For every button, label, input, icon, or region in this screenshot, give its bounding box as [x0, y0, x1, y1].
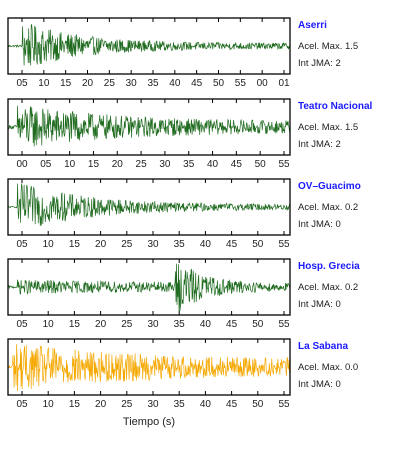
- panel-frame-3: [7, 178, 291, 236]
- tick-label: 05: [16, 399, 28, 410]
- tick-label: 00: [257, 78, 269, 89]
- tick-label: 15: [69, 319, 81, 330]
- tick-label: 45: [226, 399, 238, 410]
- tick-label: 25: [121, 239, 133, 250]
- tick-label: 30: [159, 159, 171, 170]
- tick-label: 40: [200, 239, 212, 250]
- panel-frame-1: [7, 17, 291, 75]
- trace-line-4: [7, 263, 291, 312]
- panel-frame-4: [7, 258, 291, 316]
- panel-frame-5: [7, 338, 291, 396]
- tick-label: 55: [278, 319, 290, 330]
- tick-label: 45: [191, 78, 203, 89]
- tick-label: 20: [95, 399, 107, 410]
- tick-label: 30: [126, 78, 138, 89]
- tick-label: 20: [95, 319, 107, 330]
- station-name: Teatro Nacional: [298, 101, 373, 112]
- tick-label: 15: [88, 159, 100, 170]
- tick-label: 55: [235, 78, 247, 89]
- tick-label: 20: [112, 159, 124, 170]
- station-name: Aserri: [298, 20, 327, 31]
- int-jma-label: Int JMA: 0: [298, 299, 341, 310]
- panel-frame-2: [7, 98, 291, 156]
- tick-label: 35: [174, 399, 186, 410]
- trace-line-2: [7, 105, 291, 147]
- tick-label: 55: [278, 239, 290, 250]
- int-jma-label: Int JMA: 2: [298, 139, 341, 150]
- panel-1: 05 10 15 20 25 30 35 40 45 50 55 00 01: [7, 17, 291, 89]
- tick-label: 50: [252, 399, 264, 410]
- tick-label: 00: [16, 159, 28, 170]
- tick-label: 50: [252, 319, 264, 330]
- panel-4: 05 10 15 20 25 30 35 40 45 50 55: [7, 258, 291, 330]
- tick-label: 40: [200, 319, 212, 330]
- int-jma-label: Int JMA: 2: [298, 58, 341, 69]
- station-info-5: La Sabana Acel. Max. 0.0 Int JMA: 0: [298, 341, 408, 390]
- tick-label: 10: [64, 159, 76, 170]
- station-info-2: Teatro Nacional Acel. Max. 1.5 Int JMA: 2: [298, 101, 408, 150]
- tick-label: 40: [207, 159, 219, 170]
- station-info-3: OV–Guacimo Acel. Max. 0.2 Int JMA: 0: [298, 181, 408, 230]
- tick-label: 20: [82, 78, 94, 89]
- station-info-1: Aserri Acel. Max. 1.5 Int JMA: 2: [298, 20, 408, 69]
- tick-label: 10: [43, 239, 55, 250]
- tick-label: 30: [147, 319, 159, 330]
- tick-label: 05: [16, 239, 28, 250]
- tick-label: 25: [121, 399, 133, 410]
- acel-max-label: Acel. Max. 0.0: [298, 362, 359, 373]
- tick-label: 50: [252, 239, 264, 250]
- tick-label: 05: [16, 319, 28, 330]
- station-name: OV–Guacimo: [298, 181, 361, 192]
- int-jma-label: Int JMA: 0: [298, 379, 341, 390]
- tick-label: 50: [255, 159, 267, 170]
- acel-max-label: Acel. Max. 0.2: [298, 282, 359, 293]
- tick-label: 01: [278, 78, 290, 89]
- tick-label: 10: [43, 319, 55, 330]
- tick-label: 35: [147, 78, 159, 89]
- acel-max-label: Acel. Max. 0.2: [298, 202, 359, 213]
- tick-label: 30: [147, 399, 159, 410]
- tick-label: 55: [278, 159, 290, 170]
- tick-label: 15: [60, 78, 72, 89]
- tick-label: 05: [40, 159, 52, 170]
- panel-5: 05 10 15 20 25 30 35 40 45 50 55: [7, 338, 291, 410]
- tick-label: 05: [16, 78, 28, 89]
- tick-label: 35: [174, 319, 186, 330]
- tick-label: 40: [169, 78, 181, 89]
- tick-label: 10: [38, 78, 50, 89]
- tick-label: 50: [213, 78, 225, 89]
- tick-label: 25: [136, 159, 148, 170]
- x-axis-label: Tiempo (s): [122, 416, 176, 428]
- station-name: La Sabana: [298, 341, 349, 352]
- tick-label: 15: [69, 399, 81, 410]
- tick-label: 15: [69, 239, 81, 250]
- tick-label: 30: [147, 239, 159, 250]
- int-jma-label: Int JMA: 0: [298, 219, 341, 230]
- panel-2: 00 05 10 15 20 25 30 35 40 45 50 55: [7, 98, 291, 170]
- station-info-4: Hosp. Grecia Acel. Max. 0.2 Int JMA: 0: [298, 261, 408, 310]
- trace-line-3: [8, 183, 291, 226]
- tick-label: 10: [43, 399, 55, 410]
- acel-max-label: Acel. Max. 1.5: [298, 41, 359, 52]
- tick-label: 20: [95, 239, 107, 250]
- tick-label: 25: [104, 78, 116, 89]
- tick-label: 25: [121, 319, 133, 330]
- acel-max-label: Acel. Max. 1.5: [298, 122, 359, 133]
- tick-label: 55: [278, 399, 290, 410]
- panel-3: 05 10 15 20 25 30 35 40 45 50 55: [7, 178, 291, 250]
- tick-label: 45: [226, 239, 238, 250]
- tick-label: 35: [183, 159, 195, 170]
- station-name: Hosp. Grecia: [298, 261, 360, 272]
- tick-label: 45: [226, 319, 238, 330]
- trace-line-5: [7, 344, 291, 392]
- trace-line-1: [7, 23, 291, 66]
- tick-label: 40: [200, 399, 212, 410]
- tick-label: 45: [231, 159, 243, 170]
- tick-label: 35: [174, 239, 186, 250]
